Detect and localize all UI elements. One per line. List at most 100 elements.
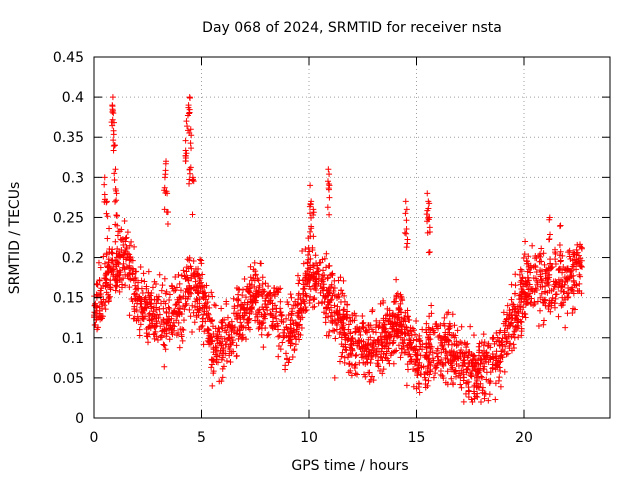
data-point xyxy=(147,301,154,308)
data-point xyxy=(329,318,336,325)
data-point xyxy=(331,374,338,381)
data-point xyxy=(111,170,118,177)
data-point xyxy=(514,324,521,331)
data-point xyxy=(487,378,494,385)
data-point xyxy=(348,372,355,379)
data-point xyxy=(549,294,556,301)
data-point xyxy=(102,275,109,282)
x-tick-label: 20 xyxy=(515,430,533,446)
data-point xyxy=(162,326,169,333)
data-point xyxy=(425,335,432,342)
data-point xyxy=(161,342,168,349)
data-point xyxy=(118,276,125,283)
data-point xyxy=(565,285,572,292)
data-point xyxy=(351,317,358,324)
data-point xyxy=(200,341,207,348)
data-point xyxy=(502,318,509,325)
data-point xyxy=(186,306,193,313)
data-point xyxy=(426,214,433,221)
data-point xyxy=(402,210,409,217)
data-point xyxy=(206,304,213,311)
data-point xyxy=(320,287,327,294)
data-point xyxy=(279,339,286,346)
data-point xyxy=(145,268,152,275)
data-point xyxy=(265,283,272,290)
data-point xyxy=(114,222,121,229)
data-point xyxy=(517,266,524,273)
data-point xyxy=(198,260,205,267)
data-point xyxy=(573,246,580,253)
data-point xyxy=(351,364,358,371)
data-point xyxy=(267,310,274,317)
data-point xyxy=(148,289,155,296)
data-point xyxy=(333,320,340,327)
data-point xyxy=(330,287,337,294)
data-point xyxy=(411,361,418,368)
data-point xyxy=(252,311,259,318)
data-point xyxy=(334,310,341,317)
data-point xyxy=(333,326,340,333)
data-point xyxy=(517,303,524,310)
data-point xyxy=(540,321,547,328)
data-point xyxy=(386,312,393,319)
data-point xyxy=(321,295,328,302)
data-point xyxy=(403,217,410,224)
data-point xyxy=(324,275,331,282)
data-point xyxy=(540,250,547,257)
data-point xyxy=(199,315,206,322)
data-point xyxy=(222,327,229,334)
data-point xyxy=(559,301,566,308)
data-point xyxy=(137,321,144,328)
data-point xyxy=(105,256,112,263)
data-point xyxy=(398,322,405,329)
data-point xyxy=(387,333,394,340)
y-tick-label: 0.25 xyxy=(53,210,84,226)
data-point xyxy=(282,350,289,357)
data-point xyxy=(312,281,319,288)
data-point xyxy=(358,351,365,358)
data-point xyxy=(405,330,412,337)
data-point xyxy=(383,355,390,362)
data-point xyxy=(442,336,449,343)
data-point xyxy=(360,325,367,332)
data-point xyxy=(466,359,473,366)
data-point xyxy=(122,282,129,289)
data-point xyxy=(309,304,316,311)
y-axis-label: SRMTID / TECUs xyxy=(7,182,23,295)
data-point xyxy=(345,369,352,376)
data-point xyxy=(202,300,209,307)
data-point xyxy=(300,307,307,314)
data-point xyxy=(450,348,457,355)
data-point xyxy=(357,331,364,338)
data-point xyxy=(470,353,477,360)
data-point xyxy=(540,299,547,306)
data-point xyxy=(347,318,354,325)
data-point xyxy=(164,220,171,227)
data-point xyxy=(162,346,169,353)
data-point xyxy=(113,212,120,219)
data-point xyxy=(524,274,531,281)
data-point xyxy=(376,323,383,330)
data-point xyxy=(449,379,456,386)
data-point xyxy=(433,350,440,357)
data-point xyxy=(356,337,363,344)
data-point xyxy=(369,306,376,313)
data-point xyxy=(426,200,433,207)
y-tick-label: 0.35 xyxy=(53,130,84,146)
data-point xyxy=(187,140,194,147)
data-point xyxy=(113,197,120,204)
data-point xyxy=(291,346,298,353)
data-point xyxy=(182,302,189,309)
data-point xyxy=(194,270,201,277)
data-point xyxy=(460,398,467,405)
data-point xyxy=(372,329,379,336)
data-point xyxy=(533,269,540,276)
data-point xyxy=(192,278,199,285)
data-point xyxy=(120,242,127,249)
data-point xyxy=(107,281,114,288)
data-points xyxy=(91,94,585,405)
data-point xyxy=(393,294,400,301)
data-point xyxy=(480,342,487,349)
data-point xyxy=(524,281,531,288)
data-point xyxy=(226,334,233,341)
